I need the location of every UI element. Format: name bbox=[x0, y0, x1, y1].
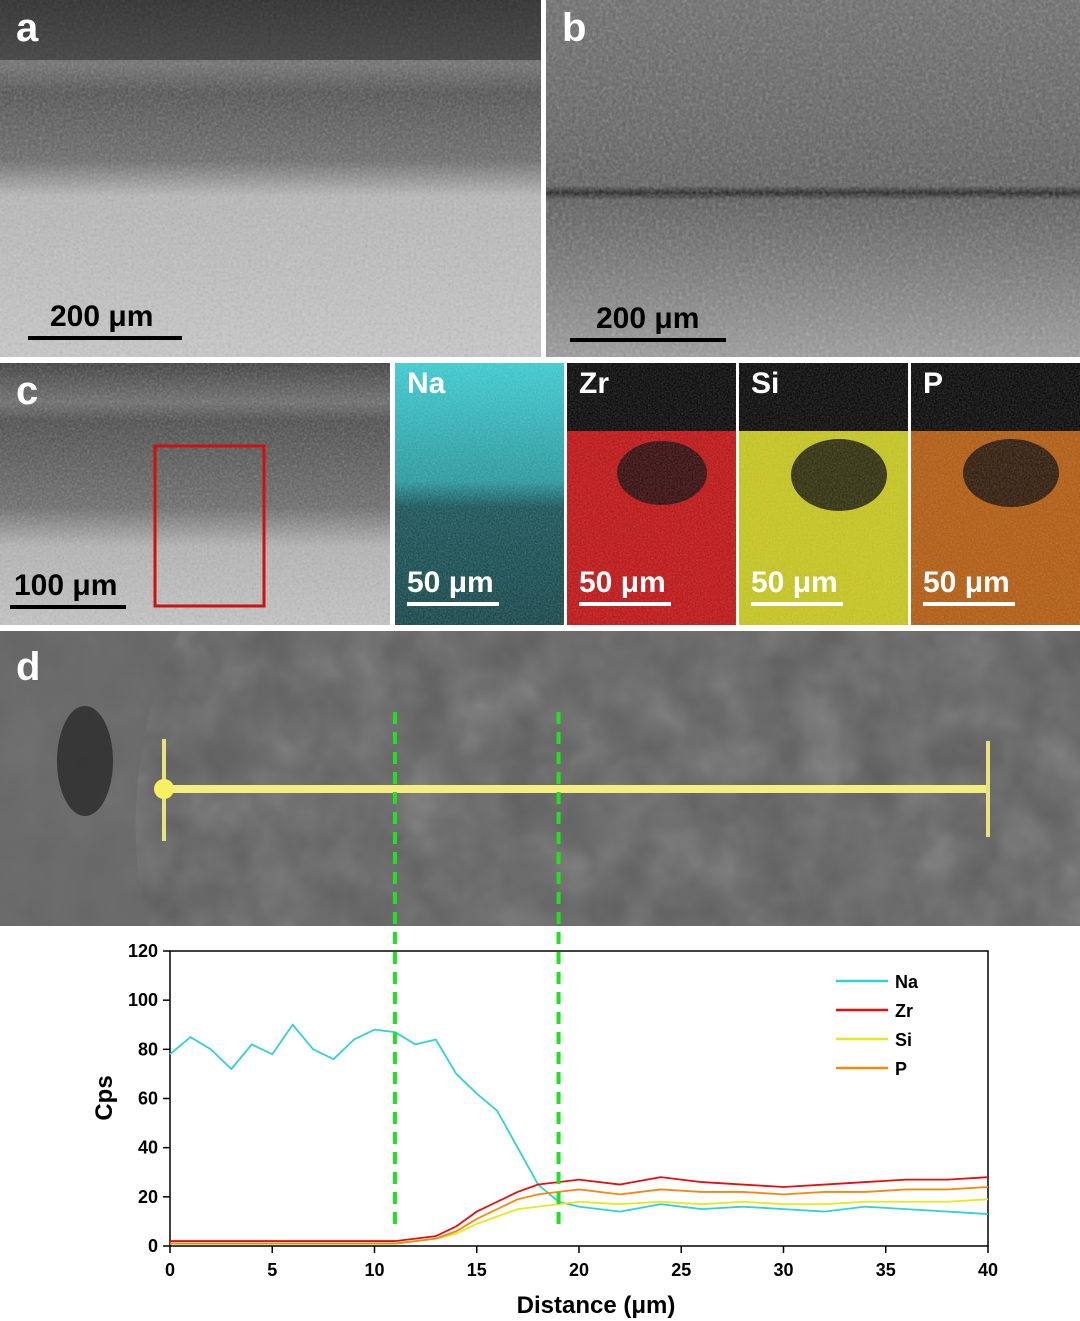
eds-image-na bbox=[395, 363, 564, 625]
eds-scalebar-zr: 50 μm bbox=[579, 568, 671, 606]
eds-scalebar-line-na bbox=[407, 602, 499, 606]
eds-label-zr: Zr bbox=[579, 367, 609, 400]
sem-panel-c: c 100 μm bbox=[0, 363, 390, 625]
scalebar-line-b bbox=[570, 338, 726, 342]
y-tick-label: 120 bbox=[128, 941, 158, 961]
x-tick-label: 15 bbox=[467, 1260, 487, 1280]
legend-label-si: Si bbox=[895, 1030, 912, 1050]
eds-map-zr: Zr 50 μm bbox=[567, 363, 736, 625]
eds-map-na: Na 50 μm bbox=[395, 363, 564, 625]
sem-panel-d: d bbox=[0, 631, 1080, 926]
eds-image-si bbox=[739, 363, 908, 625]
series-line-zr bbox=[170, 1176, 989, 1242]
legend: Na Zr Si P bbox=[836, 972, 919, 1079]
x-tick-label: 5 bbox=[267, 1260, 277, 1280]
legend-label-na: Na bbox=[895, 972, 919, 992]
eds-scalebar-p: 50 μm bbox=[923, 568, 1015, 606]
eds-scalebar-text-zr: 50 μm bbox=[579, 566, 666, 599]
scalebar-c: 100 μm bbox=[10, 571, 126, 609]
panel-label-d: d bbox=[16, 645, 41, 689]
scalebar-text-a: 200 μm bbox=[50, 300, 154, 333]
y-tick-label: 40 bbox=[138, 1138, 158, 1158]
roi-box bbox=[153, 444, 266, 608]
y-tick-label: 60 bbox=[138, 1089, 158, 1109]
x-tick-label: 0 bbox=[165, 1260, 175, 1280]
eds-scalebar-line-p bbox=[923, 602, 1015, 606]
x-tick-label: 10 bbox=[364, 1260, 384, 1280]
eds-image-p bbox=[911, 363, 1080, 625]
y-tick-label: 100 bbox=[128, 990, 158, 1010]
x-tick-label: 20 bbox=[569, 1260, 589, 1280]
x-tick-label: 30 bbox=[773, 1260, 793, 1280]
scalebar-a: 200 μm bbox=[28, 302, 182, 340]
x-tick-label: 35 bbox=[876, 1260, 896, 1280]
sem-image-a bbox=[0, 0, 541, 357]
eds-label-si: Si bbox=[751, 367, 780, 400]
y-tick-label: 0 bbox=[148, 1236, 158, 1256]
scalebar-text-c: 100 μm bbox=[14, 569, 118, 602]
eds-label-na: Na bbox=[407, 367, 446, 400]
eds-scalebar-text-na: 50 μm bbox=[407, 566, 494, 599]
scalebar-b: 200 μm bbox=[570, 304, 726, 342]
eds-scalebar-line-zr bbox=[579, 602, 671, 606]
series-line-p bbox=[170, 1186, 989, 1245]
y-tick-label: 80 bbox=[138, 1039, 158, 1059]
x-axis-label: Distance (μm) bbox=[517, 1292, 676, 1319]
x-tick-label: 25 bbox=[671, 1260, 691, 1280]
eds-scalebar-line-si bbox=[751, 602, 843, 606]
scalebar-line-c bbox=[10, 605, 126, 609]
sem-panel-a: a 200 μm bbox=[0, 0, 541, 357]
eds-scalebar-na: 50 μm bbox=[407, 568, 499, 606]
y-axis-label: Cps bbox=[91, 1075, 118, 1120]
scalebar-text-b: 200 μm bbox=[596, 302, 700, 335]
sem-image-b bbox=[546, 0, 1080, 357]
line-scan-start-marker bbox=[154, 779, 174, 799]
eds-scalebar-text-si: 50 μm bbox=[751, 566, 838, 599]
eds-map-si: Si 50 μm bbox=[739, 363, 908, 625]
panel-label-c: c bbox=[16, 369, 39, 413]
eds-scalebar-si: 50 μm bbox=[751, 568, 843, 606]
eds-image-zr bbox=[567, 363, 736, 625]
eds-scalebar-text-p: 50 μm bbox=[923, 566, 1010, 599]
series-line-na bbox=[169, 1023, 989, 1215]
scalebar-line-a bbox=[28, 336, 182, 340]
eds-label-p: P bbox=[923, 367, 944, 400]
panel-label-b: b bbox=[562, 6, 587, 50]
x-tick-label: 40 bbox=[978, 1260, 998, 1280]
sem-image-c bbox=[0, 363, 390, 625]
legend-label-p: P bbox=[895, 1059, 907, 1079]
y-tick-label: 20 bbox=[138, 1187, 158, 1207]
panel-label-a: a bbox=[16, 6, 39, 50]
eds-map-p: P 50 μm bbox=[911, 363, 1080, 625]
sem-image-d bbox=[0, 631, 1080, 926]
sem-panel-b: b 200 μm bbox=[546, 0, 1080, 357]
legend-label-zr: Zr bbox=[895, 1001, 913, 1021]
